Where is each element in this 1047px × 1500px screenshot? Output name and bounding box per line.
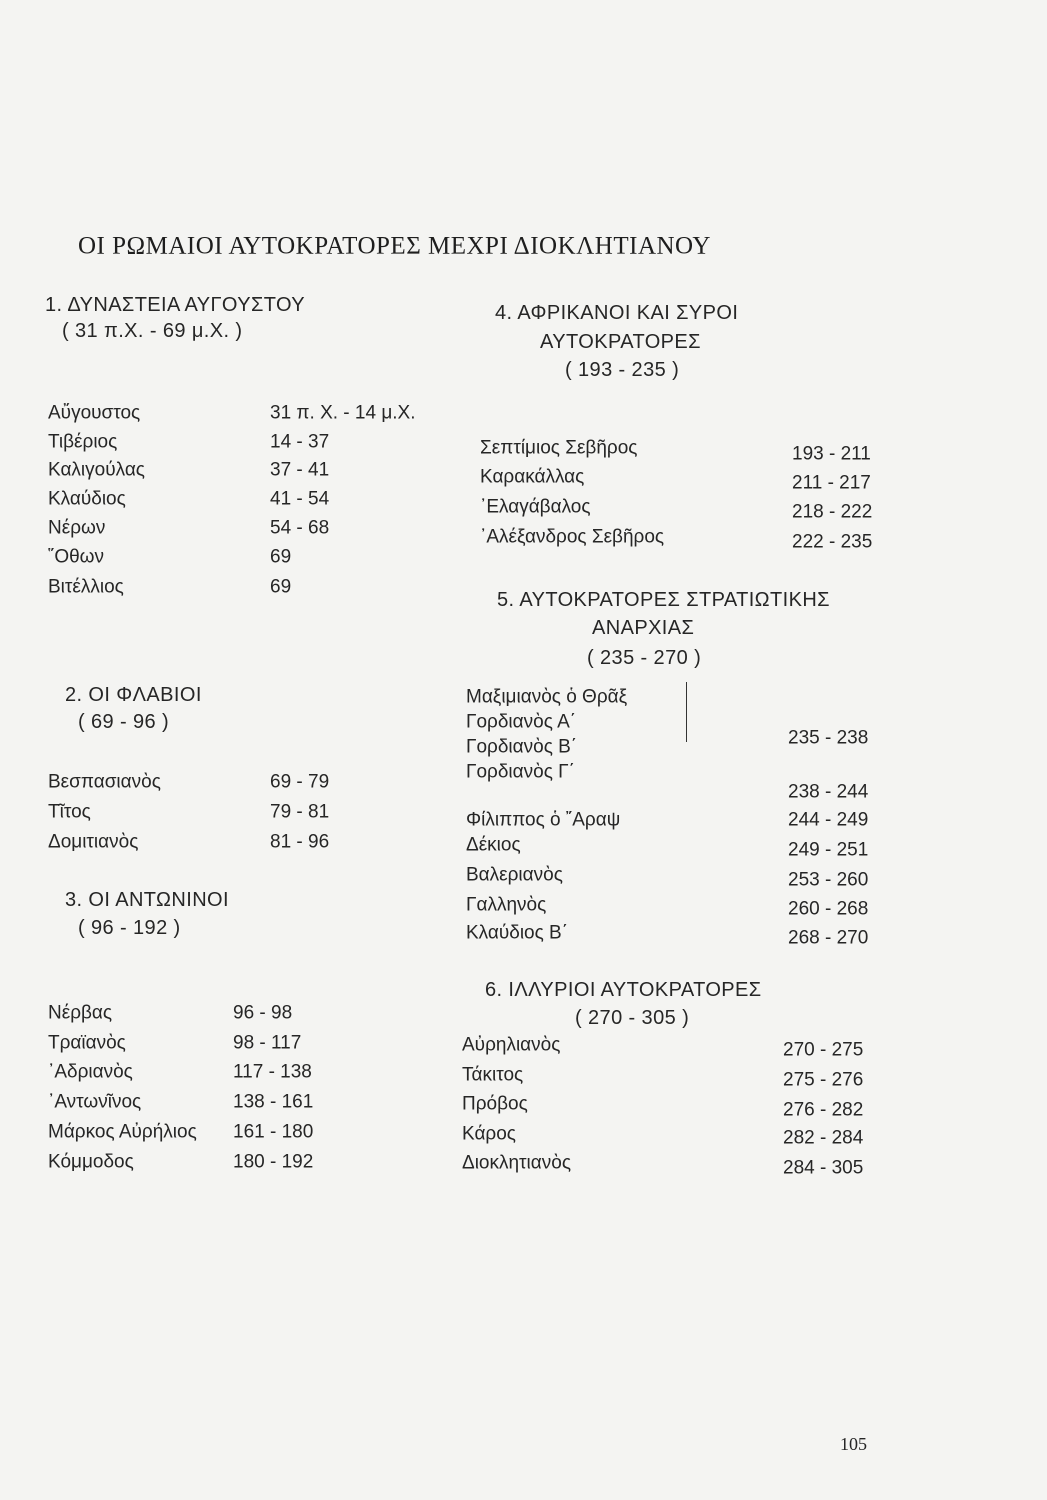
reign-years: 37 - 41: [270, 459, 330, 481]
section-heading: 4. ΑΦΡΙΚΑΝΟΙ ΚΑΙ ΣΥΡΟΙ: [495, 302, 739, 324]
emperor-name: Τραϊανὸς: [48, 1032, 126, 1054]
reign-years: 69: [270, 546, 292, 568]
emperor-name: Κάρος: [462, 1123, 516, 1145]
emperor-name: ᾿Αδριανὸς: [48, 1061, 133, 1083]
emperor-name: Καρακάλλας: [480, 466, 585, 488]
emperor-name: Μαξιμιανὸς ὁ Θρᾶξ: [466, 686, 628, 708]
reign-years: 54 - 68: [270, 517, 330, 539]
reign-years: 238 - 244: [788, 781, 869, 803]
reign-years: 81 - 96: [270, 831, 330, 853]
emperor-name: Τῖτος: [48, 801, 91, 823]
emperor-name: Νέρβας: [48, 1002, 113, 1024]
emperor-name: ᾿Αλέξανδρος Σεβῆρος: [480, 526, 665, 548]
section-heading: ( 69 - 96 ): [78, 711, 170, 733]
section-heading: 3. ΟΙ ΑΝΤΩΝΙΝΟΙ: [65, 889, 229, 911]
reign-years: 235 - 238: [788, 727, 869, 749]
section-heading: ( 270 - 305 ): [575, 1007, 690, 1029]
section-heading: ( 31 π.Χ. - 69 μ.Χ. ): [62, 320, 243, 342]
reign-years: 268 - 270: [788, 927, 869, 949]
emperor-name: ᾿Ελαγάβαλος: [480, 496, 591, 518]
reign-years: 282 - 284: [783, 1127, 864, 1149]
reign-years: 276 - 282: [783, 1099, 864, 1121]
reign-years: 222 - 235: [792, 531, 873, 553]
emperor-name: Μάρκος Αὐρήλιος: [48, 1121, 197, 1143]
emperor-name: Γορδιανὸς Γ΄: [466, 761, 575, 783]
reign-years: 193 - 211: [792, 443, 871, 465]
page-number: 105: [840, 1434, 867, 1454]
section-heading: ( 235 - 270 ): [587, 647, 702, 669]
section-heading: 1. ΔΥΝΑΣΤΕΙΑ ΑΥΓΟΥΣΤΟΥ: [45, 294, 306, 316]
emperor-name: Βαλεριανὸς: [466, 864, 563, 886]
reign-years: 275 - 276: [783, 1069, 864, 1091]
section-heading: ΑΥΤΟΚΡΑΤΟΡΕΣ: [540, 331, 701, 353]
reign-years: 249 - 251: [788, 839, 869, 861]
emperor-name: Γορδιανὸς Α΄: [466, 711, 577, 733]
reign-years: 31 π. Χ. - 14 μ.Χ.: [270, 402, 416, 424]
emperor-name: Φίλιππος ὁ ῎Αραψ: [466, 809, 621, 831]
emperor-name: Βεσπασιανὸς: [48, 771, 161, 793]
reign-years: 284 - 305: [783, 1157, 864, 1179]
section-heading: ( 193 - 235 ): [565, 359, 680, 381]
reign-years: 117 - 138: [233, 1061, 312, 1083]
reign-years: 79 - 81: [270, 801, 330, 823]
bracket: [676, 682, 687, 742]
section-heading: 2. ΟΙ ΦΛΑΒΙΟΙ: [65, 684, 202, 706]
emperor-name: Βιτέλλιος: [48, 576, 124, 598]
reign-years: 244 - 249: [788, 809, 869, 831]
reign-years: 69: [270, 576, 292, 598]
emperor-name: Γορδιανὸς Β΄: [466, 736, 578, 758]
emperor-name: ᾿Αντωνῖνος: [48, 1091, 142, 1113]
page-title: ΟΙ ΡΩΜΑΙΟΙ ΑΥΤΟΚΡΑΤΟΡΕΣ ΜΕΧΡΙ ΔΙΟΚΛΗΤΙΑΝ…: [78, 232, 711, 260]
emperor-name: Καλιγούλας: [48, 459, 145, 481]
reign-years: 69 - 79: [270, 771, 330, 793]
emperor-name: Κλαύδιος Β΄: [466, 922, 569, 944]
reign-years: 270 - 275: [783, 1039, 864, 1061]
emperor-name: Δομιτιανὸς: [48, 831, 139, 853]
emperor-name: Νέρων: [48, 517, 106, 539]
reign-years: 98 - 117: [233, 1032, 302, 1054]
emperor-name: Κλαύδιος: [48, 488, 126, 510]
section-heading: 6. ΙΛΛΥΡΙΟΙ ΑΥΤΟΚΡΑΤΟΡΕΣ: [485, 979, 762, 1001]
section-heading: 5. ΑΥΤΟΚΡΑΤΟΡΕΣ ΣΤΡΑΤΙΩΤΙΚΗΣ: [497, 589, 830, 611]
emperor-name: Κόμμοδος: [48, 1151, 134, 1173]
reign-years: 96 - 98: [233, 1002, 293, 1024]
emperor-name: Σεπτίμιος Σεβῆρος: [480, 437, 638, 459]
reign-years: 253 - 260: [788, 869, 869, 891]
emperor-name: Τιβέριος: [48, 431, 118, 453]
emperor-name: Γαλληνὸς: [466, 894, 547, 916]
reign-years: 260 - 268: [788, 898, 869, 920]
reign-years: 218 - 222: [792, 501, 873, 523]
emperor-name: Διοκλητιανὸς: [462, 1152, 571, 1174]
reign-years: 138 - 161: [233, 1091, 314, 1113]
emperor-name: Πρόβος: [462, 1093, 528, 1115]
emperor-name: Δέκιος: [466, 834, 521, 856]
emperor-name: Αὐρηλιανὸς: [462, 1034, 561, 1056]
emperor-name: Τάκιτος: [462, 1064, 524, 1086]
emperor-name: ῞Οθων: [48, 546, 105, 568]
reign-years: 161 - 180: [233, 1121, 314, 1143]
reign-years: 180 - 192: [233, 1151, 314, 1173]
section-heading: ΑΝΑΡΧΙΑΣ: [592, 617, 695, 639]
reign-years: 14 - 37: [270, 431, 330, 453]
reign-years: 211 - 217: [792, 472, 871, 494]
section-heading: ( 96 - 192 ): [78, 917, 181, 939]
emperor-name: Αὔγουστος: [48, 402, 141, 424]
reign-years: 41 - 54: [270, 488, 330, 510]
